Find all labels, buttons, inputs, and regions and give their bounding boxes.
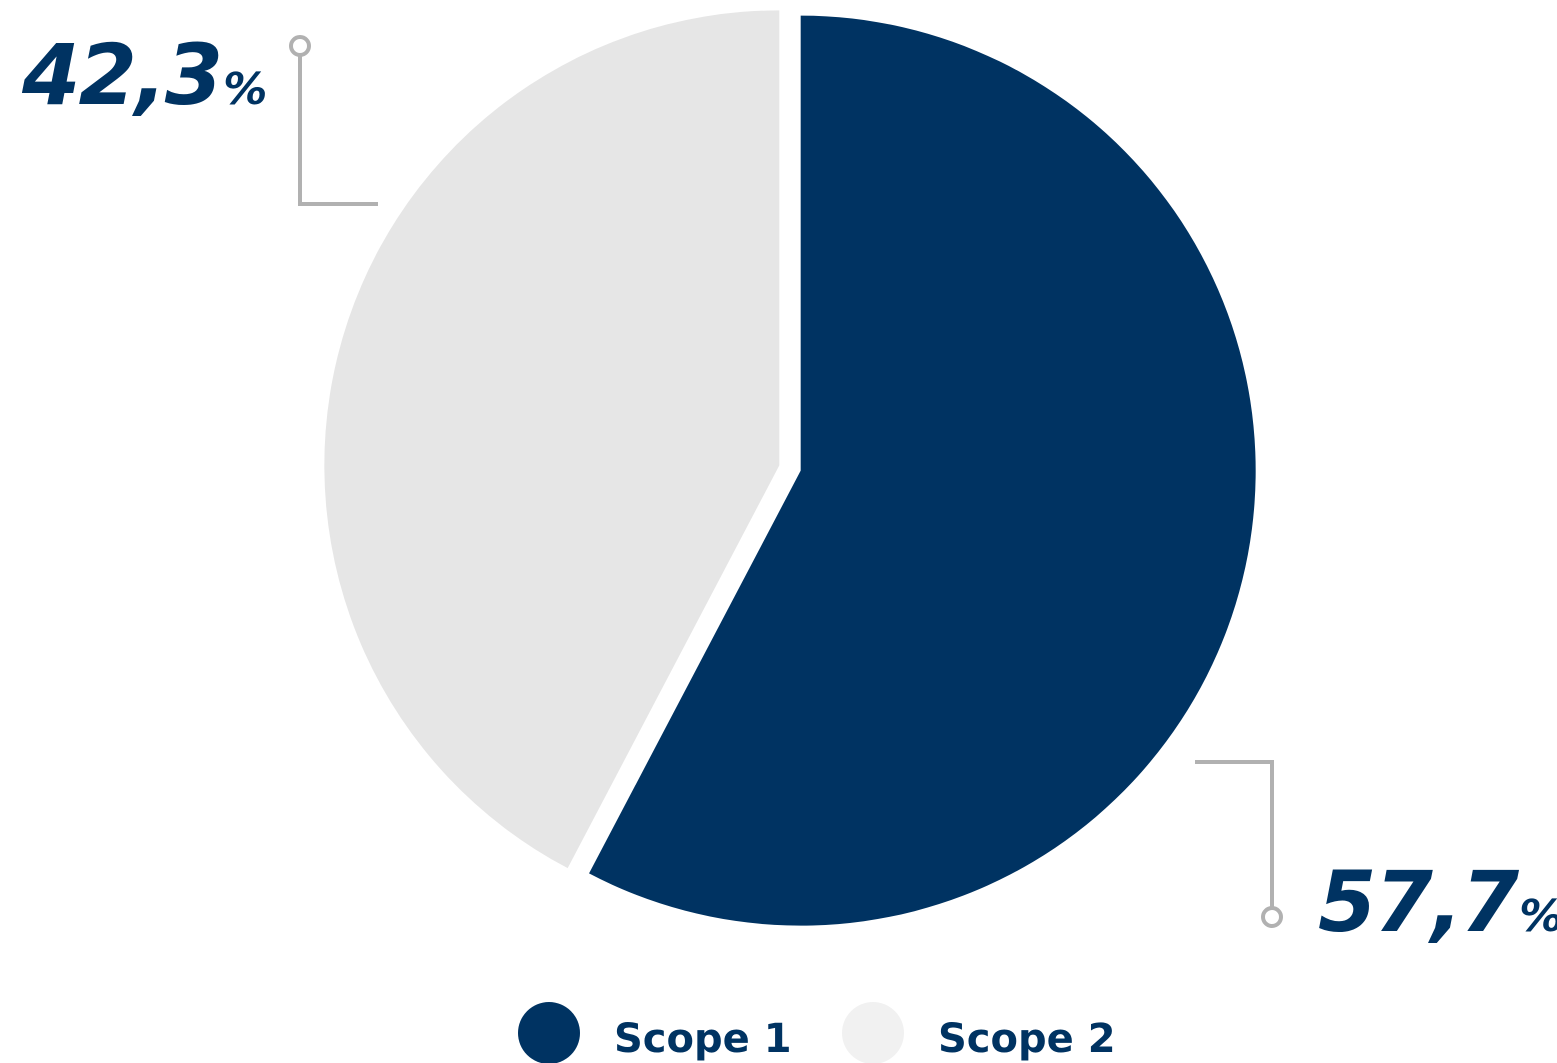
scope-2-leader-line [289,35,378,206]
legend-swatch-scope-1 [518,1002,580,1063]
pie-slice-scope-1 [589,15,1256,926]
legend-item-scope-2: Scope 2 [842,1002,1116,1063]
legend: Scope 1 Scope 2 [518,1002,1116,1063]
pie-slice-scope-2 [324,10,780,869]
legend-swatch-scope-2 [842,1002,904,1063]
legend-item-scope-1: Scope 1 [518,1002,792,1063]
legend-label-scope-1: Scope 1 [614,1016,792,1062]
scope-1-leader-line [1195,760,1283,928]
scope-1-percent-label: 57,7% [1318,853,1557,951]
scope-2-percent-label: 42,3% [21,26,267,124]
legend-label-scope-2: Scope 2 [938,1016,1116,1062]
